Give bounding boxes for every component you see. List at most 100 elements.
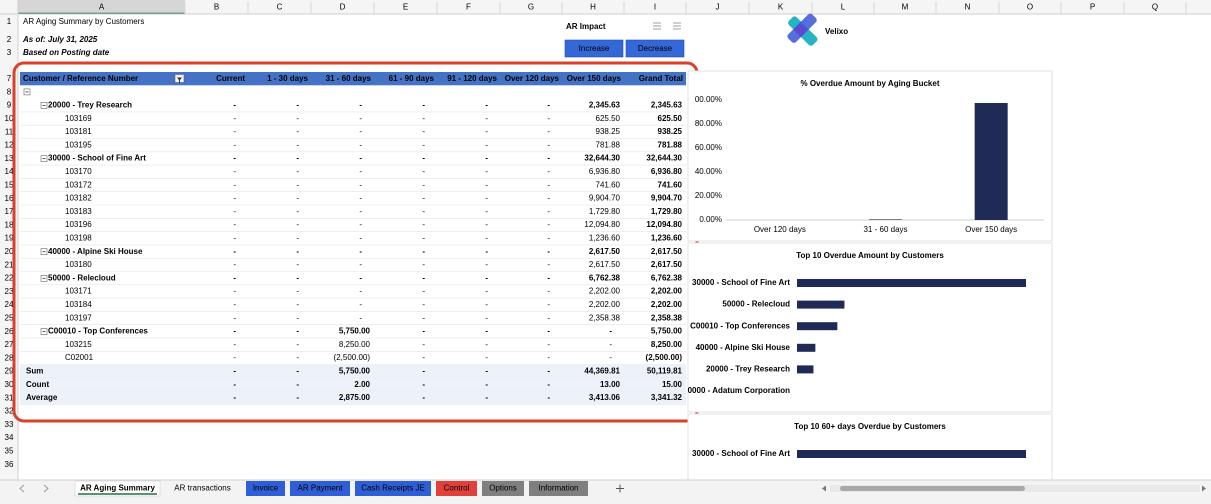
row-number: 9 [7,101,12,110]
sheet-tab[interactable] [436,481,477,496]
item-cell: (2,500.00) [646,353,683,362]
scroll-right[interactable] [1202,485,1206,492]
tab-nav-next[interactable] [43,484,49,493]
total-cell: - [422,367,425,376]
item-cell: - [485,260,488,269]
sheet-tab[interactable] [165,481,240,496]
item-cell: - [485,167,488,176]
group-cell: - [422,273,425,282]
item-cell: - [485,287,488,296]
total-cell: - [296,367,299,376]
impact-button-label[interactable]: Decrease [638,44,673,53]
y-tick-label: 80.00% [695,119,722,128]
sheet-tab-label[interactable]: AR Aging Summary [80,484,155,493]
item-cell: 8,250.00 [651,340,683,349]
item-cell: - [233,194,236,203]
y-category-label: 50000 - Relecloud [722,300,790,309]
item-cell: 938.25 [658,127,683,136]
group-cell: - [422,101,425,110]
item-cell: - [485,114,488,123]
sheet-tab-label[interactable]: Information [538,484,578,493]
item-cell: - [233,220,236,229]
item-label: 103215 [65,340,92,349]
sheet-tab-label[interactable]: Cash Receipts JE [361,484,425,493]
group-cell: - [296,327,299,336]
item-cell: 625.50 [596,114,621,123]
sheet-tab-label[interactable]: AR transactions [174,484,230,493]
impact-button-label[interactable]: Increase [579,44,610,53]
item-cell: - [547,234,550,243]
table-column-header: Over 150 days [567,74,622,83]
group-cell: - [609,327,612,336]
sheet-tab[interactable] [482,481,524,496]
item-cell: - [485,234,488,243]
item-cell: - [422,287,425,296]
group-cell: - [296,247,299,256]
item-label: 103182 [65,194,92,203]
sheet-tab-label[interactable]: AR Payment [298,484,344,493]
column-header: P [1090,3,1095,12]
sheet-tab-label[interactable]: Invoice [253,484,279,493]
sheet-tab-label[interactable]: Options [489,484,517,493]
total-label: Average [26,393,58,402]
item-cell: - [547,220,550,229]
group-cell: - [233,273,236,282]
bar [869,219,902,220]
x-tick-label: Over 150 days [965,225,1017,234]
item-cell: 741.60 [596,180,621,189]
item-cell: 6,936.80 [589,167,621,176]
table-column-header: Customer / Reference Number [23,74,138,83]
group-cell: - [296,154,299,163]
horizontal-scrollbar-thumb[interactable] [840,486,1025,491]
item-cell: - [359,140,362,149]
group-cell: 2,617.50 [589,247,621,256]
item-cell: - [359,220,362,229]
row-number: 36 [5,460,14,469]
item-cell: 2,202.00 [589,300,621,309]
row-number: 12 [5,141,14,150]
item-cell: - [547,194,550,203]
total-cell: - [422,380,425,389]
impact-button[interactable] [564,39,624,58]
total-cell: - [547,367,550,376]
column-header: J [716,3,720,12]
sheet-tab[interactable] [529,481,588,496]
y-category-label: 30000 - School of Fine Art [692,278,790,287]
sheet-tab-label[interactable]: Control [444,484,470,493]
item-label: 103169 [65,114,92,123]
logo-text: Velixo [825,27,848,36]
scroll-left[interactable] [822,485,826,492]
column-header: L [841,3,846,12]
sheet-tab[interactable] [355,481,431,496]
item-label: 103184 [65,300,92,309]
item-cell: - [547,353,550,362]
sheet-tab[interactable] [290,481,350,496]
impact-button[interactable] [625,39,685,58]
group-cell: 5,750.00 [651,327,683,336]
row-number: 8 [7,87,12,96]
row-number: 24 [5,300,14,309]
item-cell: - [485,340,488,349]
sheet-tab[interactable] [74,480,161,497]
x-tick-label: 31 - 60 days [863,225,907,234]
item-cell: - [422,114,425,123]
item-cell: - [233,167,236,176]
add-sheet-button[interactable] [616,484,624,493]
column-header: H [590,3,596,12]
tab-nav-prev[interactable] [19,484,25,493]
item-cell: - [233,114,236,123]
item-cell: 2,202.00 [651,300,683,309]
group-cell: - [547,154,550,163]
y-category-label: 20000 - Trey Research [706,365,790,374]
item-cell: - [233,140,236,149]
total-cell: - [485,367,488,376]
total-cell: 2.00 [354,380,370,389]
item-cell: - [233,313,236,322]
item-cell: - [547,300,550,309]
item-label: 103196 [65,220,92,229]
total-label: Count [26,380,49,389]
sheet-tab[interactable] [246,481,285,496]
column-header: N [965,3,971,12]
y-category-label: 0000 - Adatum Corporation [688,386,790,395]
